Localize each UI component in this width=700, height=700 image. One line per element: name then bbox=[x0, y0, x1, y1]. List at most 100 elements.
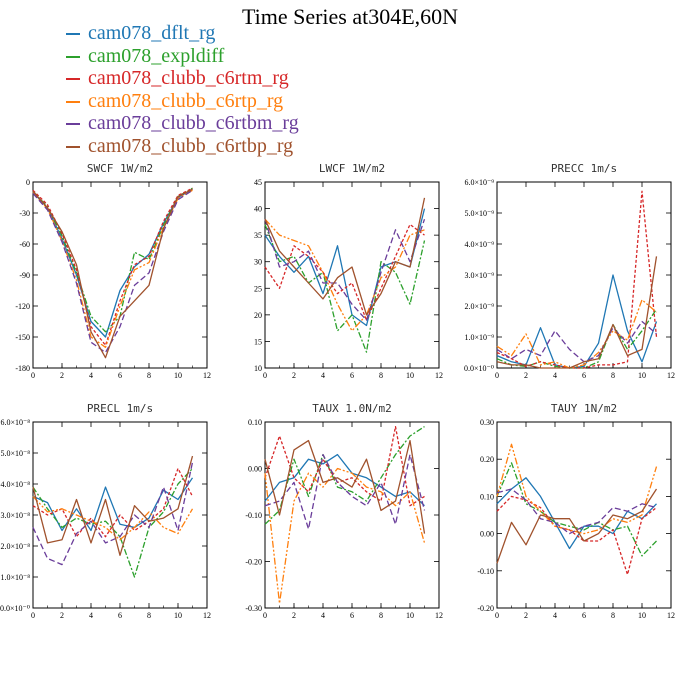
y-tick-label: 1.0×10⁻⁸ bbox=[0, 573, 30, 582]
x-tick-label: 8 bbox=[379, 611, 383, 620]
y-tick-label: 4.0×10⁻⁹ bbox=[464, 240, 494, 249]
legend-swatch bbox=[66, 145, 80, 148]
x-tick-label: 8 bbox=[379, 371, 383, 380]
y-tick-label: 0.0×10⁻⁰ bbox=[464, 364, 494, 373]
x-tick-label: 0 bbox=[263, 371, 267, 380]
series-line bbox=[264, 208, 426, 327]
x-tick-label: 4 bbox=[553, 611, 557, 620]
x-tick-label: 12 bbox=[667, 371, 675, 380]
chart-title: SWCF 1W/m2 bbox=[87, 162, 153, 175]
x-tick-label: 12 bbox=[435, 611, 443, 620]
legend-label: cam078_clubb_c6rtm_rg bbox=[88, 67, 289, 89]
y-tick-label: -180 bbox=[15, 364, 30, 373]
series-line bbox=[496, 477, 657, 550]
x-tick-label: 2 bbox=[524, 611, 528, 620]
plot-frame bbox=[264, 181, 440, 369]
x-tick-label: 12 bbox=[203, 371, 211, 380]
series-line bbox=[32, 477, 194, 532]
series-line bbox=[496, 299, 657, 369]
legend-label: cam078_clubb_c6rtp_rg bbox=[88, 89, 284, 112]
y-tick-label: -120 bbox=[15, 302, 30, 311]
page-title: Time Series at304E,60N bbox=[241, 4, 459, 29]
x-tick-label: 10 bbox=[406, 371, 414, 380]
legend-item: cam078_clubb_c6rtm_rg bbox=[66, 67, 299, 90]
y-tick-label: -90 bbox=[19, 271, 30, 280]
x-tick-label: 12 bbox=[435, 371, 443, 380]
x-tick-label: 0 bbox=[31, 611, 35, 620]
y-tick-label: 5.0×10⁻⁸ bbox=[0, 449, 30, 458]
y-tick-label: 30 bbox=[254, 258, 262, 267]
x-tick-label: 2 bbox=[524, 371, 528, 380]
y-tick-label: -60 bbox=[19, 240, 30, 249]
chart-title: TAUX 1.0N/m2 bbox=[312, 402, 391, 415]
y-tick-label: -0.20 bbox=[245, 558, 262, 567]
y-tick-label: 0.30 bbox=[480, 418, 494, 427]
legend-swatch bbox=[66, 100, 80, 103]
x-tick-label: 10 bbox=[638, 611, 646, 620]
series-line bbox=[264, 425, 425, 507]
x-tick-label: 4 bbox=[321, 611, 325, 620]
y-tick-label: -0.10 bbox=[477, 567, 494, 576]
x-tick-label: 0 bbox=[495, 611, 499, 620]
series-line bbox=[32, 189, 193, 354]
series-line bbox=[32, 187, 193, 333]
x-tick-label: 6 bbox=[582, 371, 586, 380]
legend: cam078_dflt_rg cam078_expldiff cam078_cl… bbox=[66, 22, 299, 157]
y-tick-label: -0.30 bbox=[245, 604, 262, 613]
series-line bbox=[264, 439, 426, 534]
y-tick-label: 0.10 bbox=[480, 492, 494, 501]
legend-swatch bbox=[66, 55, 80, 58]
legend-label: cam078_dflt_rg bbox=[88, 22, 216, 44]
series-line bbox=[32, 468, 193, 578]
y-tick-label: 3.0×10⁻⁹ bbox=[464, 271, 494, 280]
y-tick-label: 2.0×10⁻⁸ bbox=[0, 542, 30, 551]
y-tick-label: 15 bbox=[254, 337, 262, 346]
x-tick-label: 4 bbox=[553, 371, 557, 380]
legend-swatch bbox=[66, 78, 80, 81]
x-tick-label: 4 bbox=[89, 611, 93, 620]
chart-panel: LWCF 1W/m2 0 2 4 6 8 10 12 45 40 35 30 25 20 15 10 bbox=[254, 162, 443, 380]
series-line bbox=[32, 188, 193, 338]
y-tick-label: -30 bbox=[19, 209, 30, 218]
y-tick-label: 40 bbox=[254, 205, 262, 214]
y-tick-label: 25 bbox=[254, 284, 262, 293]
x-tick-label: 10 bbox=[174, 371, 182, 380]
series-line bbox=[264, 218, 426, 321]
x-tick-label: 8 bbox=[147, 611, 151, 620]
y-tick-label: 6.0×10⁻⁹ bbox=[464, 178, 494, 187]
series-line bbox=[496, 256, 658, 369]
series-line bbox=[264, 197, 426, 316]
x-tick-label: 8 bbox=[611, 371, 615, 380]
legend-swatch bbox=[66, 123, 80, 126]
series-line bbox=[264, 467, 426, 605]
chart-title: TAUY 1N/m2 bbox=[551, 402, 617, 415]
x-tick-label: 6 bbox=[350, 611, 354, 620]
series-line bbox=[496, 488, 657, 535]
y-tick-label: 0 bbox=[26, 178, 30, 187]
plot-frame bbox=[496, 181, 672, 369]
x-tick-label: 6 bbox=[582, 611, 586, 620]
chart-title: PRECL 1m/s bbox=[87, 402, 153, 415]
x-tick-label: 6 bbox=[118, 371, 122, 380]
y-tick-label: 3.0×10⁻⁸ bbox=[0, 511, 30, 520]
y-tick-label: 20 bbox=[254, 311, 262, 320]
series-line bbox=[264, 453, 425, 507]
x-tick-label: 0 bbox=[31, 371, 35, 380]
series-line bbox=[32, 462, 194, 566]
chart-title: PRECC 1m/s bbox=[551, 162, 617, 175]
series-line bbox=[496, 488, 658, 564]
series-line bbox=[496, 443, 658, 535]
x-tick-label: 4 bbox=[321, 371, 325, 380]
chart-panel: TAUY 1N/m2 0 2 4 6 8 10 12 0.30 0.20 0.10 0.00 -0.10… bbox=[477, 402, 675, 620]
x-tick-label: 2 bbox=[292, 611, 296, 620]
series-line bbox=[264, 224, 426, 353]
series-line bbox=[264, 453, 426, 530]
legend-item: cam078_expldiff bbox=[66, 45, 299, 68]
y-tick-label: 0.00 bbox=[480, 530, 494, 539]
x-tick-label: 6 bbox=[118, 611, 122, 620]
series-line bbox=[264, 426, 425, 525]
y-tick-label: 0.00 bbox=[248, 465, 262, 474]
y-tick-label: 4.0×10⁻⁸ bbox=[0, 480, 30, 489]
y-tick-label: 0.0×10⁻⁰ bbox=[0, 604, 30, 613]
